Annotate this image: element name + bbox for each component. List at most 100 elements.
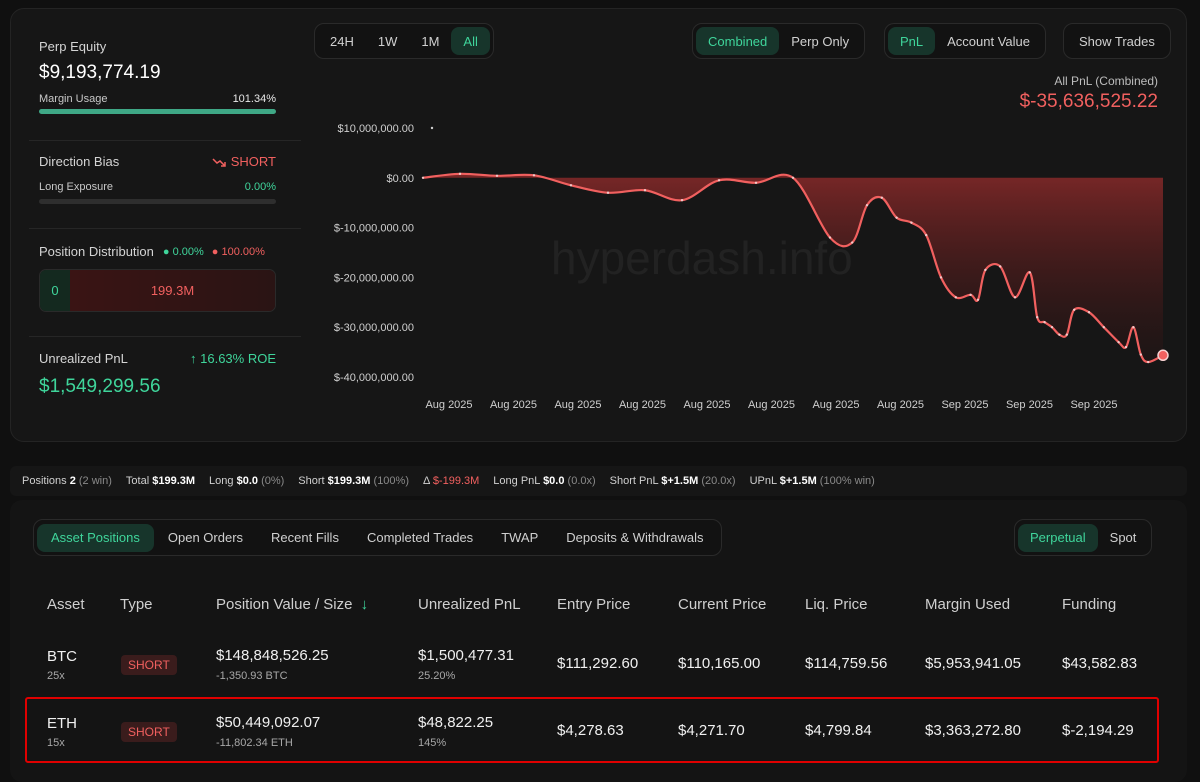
tab-twap[interactable]: TWAP — [501, 530, 539, 545]
stat-upnl: UPnL $+1.5M (100% win) — [749, 475, 875, 487]
current-price: $4,271.70 — [678, 722, 745, 739]
tab-account-value[interactable]: Account Value — [947, 33, 1031, 49]
funding: $-2,194.29 — [1062, 722, 1134, 739]
entry-price: $4,278.63 — [557, 722, 624, 739]
stat-short: Short $199.3M (100%) — [298, 475, 409, 487]
y-tick-label: $10,000,000.00 — [338, 123, 414, 135]
col-position-value[interactable]: Position Value / Size ↓ — [216, 596, 369, 613]
data-point — [880, 196, 883, 199]
chart-header-value: $-35,636,525.22 — [1019, 91, 1158, 112]
position-distribution-label: Position Distribution — [39, 244, 154, 259]
position-size: -11,802.34 ETH — [216, 737, 293, 749]
tab-asset-positions[interactable]: Asset Positions — [37, 523, 154, 552]
type-badge: SHORT — [121, 655, 177, 675]
long-exposure-value: 0.00% — [244, 181, 276, 193]
tab-combined[interactable]: Combined — [696, 27, 780, 55]
data-point — [1102, 326, 1106, 329]
x-tick-label: Aug 2025 — [425, 399, 472, 411]
data-point — [1036, 316, 1039, 319]
perp-equity-value: $9,193,774.19 — [39, 62, 161, 83]
data-point — [791, 176, 795, 179]
unrealized-pnl: $1,500,477.31 — [418, 647, 514, 664]
highlight-box — [25, 697, 1159, 763]
data-point — [680, 199, 684, 202]
tab-pnl[interactable]: PnL — [888, 27, 936, 55]
pnl-chart[interactable]: hyperdash.info $10,000,000.00 $0.00 $-10,0… — [11, 9, 1188, 443]
liq-price: $114,759.56 — [805, 655, 888, 672]
stat-total: Total $199.3M — [125, 475, 196, 487]
data-point — [1124, 345, 1128, 349]
x-tick-label: Aug 2025 — [683, 399, 730, 411]
tab-deposits-withdrawals[interactable]: Deposits & Withdrawals — [566, 530, 704, 545]
direction-bias-label: Direction Bias — [39, 154, 120, 169]
direction-bias-value: SHORT — [230, 154, 276, 169]
position-distribution-bar: 0 199.3M — [39, 269, 276, 312]
x-tick-label: Sep 2025 — [1006, 399, 1053, 411]
data-point — [1087, 311, 1091, 314]
data-point — [1147, 360, 1150, 364]
tab-24h[interactable]: 24H — [330, 33, 354, 49]
position-value: $50,449,092.07 — [216, 714, 321, 731]
tab-perpetual[interactable]: Perpetual — [1018, 523, 1098, 552]
col-asset[interactable]: Asset — [47, 596, 85, 613]
positions-tabs: Asset Positions Open Orders Recent Fills… — [33, 519, 722, 556]
data-point — [1028, 271, 1031, 274]
col-funding[interactable]: Funding — [1062, 596, 1117, 613]
data-point — [1139, 353, 1143, 356]
col-entry-price[interactable]: Entry Price — [557, 596, 631, 613]
x-tick-label: Aug 2025 — [490, 399, 537, 411]
col-unrealized-pnl[interactable]: Unrealized PnL — [418, 596, 521, 613]
arrow-down-icon: ↓ — [360, 596, 369, 613]
market-tabs: Perpetual Spot — [1014, 519, 1153, 556]
tab-recent-fills[interactable]: Recent Fills — [271, 530, 339, 545]
margin-used: $5,953,941.05 — [925, 655, 1021, 672]
tab-open-orders[interactable]: Open Orders — [167, 530, 244, 545]
col-type[interactable]: Type — [120, 596, 153, 613]
asset-leverage: 25x — [47, 670, 65, 682]
tab-completed-trades[interactable]: Completed Trades — [366, 530, 474, 545]
dist-short-pct: ● 100.00% — [211, 245, 265, 258]
show-trades-button[interactable]: Show Trades — [1063, 23, 1171, 59]
stat-delta: Δ $-199.3M — [423, 475, 480, 487]
current-point — [1157, 349, 1169, 362]
data-point — [1117, 340, 1120, 344]
data-point — [939, 276, 943, 279]
x-tick-label: Sep 2025 — [941, 399, 988, 411]
margin-usage-bar — [39, 109, 276, 114]
y-tick-label: $0.00 — [386, 173, 414, 185]
asset-name: BTC — [47, 648, 77, 665]
current-price: $110,165.00 — [678, 655, 761, 672]
perp-equity-card: Perp Equity $9,193,774.19 Margin Usage 1… — [39, 39, 276, 114]
unrealized-pnl-card: Unrealized PnL ↑ 16.63% ROE $1,549,299.5… — [39, 351, 276, 398]
position-value: $148,848,526.25 — [216, 647, 329, 664]
pnl-line — [422, 172, 1164, 364]
data-point — [606, 191, 610, 194]
stat-positions: Positions 2 (2 win) — [22, 475, 112, 487]
data-point — [1058, 333, 1061, 336]
unrealized-pnl: $48,822.25 — [418, 714, 494, 731]
tab-all[interactable]: All — [451, 27, 490, 55]
tab-perp-only[interactable]: Perp Only — [791, 33, 850, 49]
data-point — [1043, 321, 1046, 324]
tab-1w[interactable]: 1W — [377, 33, 398, 49]
trend-down-icon — [212, 157, 226, 167]
position-distribution-card: Position Distribution ● 0.00% ● 100.00% … — [39, 244, 276, 312]
y-tick-label: $-30,000,000.00 — [334, 322, 414, 334]
col-margin-used[interactable]: Margin Used — [925, 596, 1011, 613]
col-liq-price[interactable]: Liq. Price — [805, 596, 868, 613]
data-point — [969, 293, 972, 297]
unrealized-pnl-label: Unrealized PnL — [39, 351, 128, 366]
tab-1m[interactable]: 1M — [421, 33, 440, 49]
unrealized-pnl-value: $1,549,299.56 — [39, 376, 161, 397]
col-current-price[interactable]: Current Price — [678, 596, 767, 613]
watermark: hyperdash.info — [551, 232, 853, 284]
data-point — [954, 296, 957, 299]
data-point — [1013, 296, 1017, 299]
tab-spot[interactable]: Spot — [1109, 530, 1137, 545]
data-point — [421, 176, 425, 179]
data-point — [1065, 333, 1069, 336]
stat-short-pnl: Short PnL $+1.5M (20.0x) — [609, 475, 736, 487]
data-point — [754, 181, 758, 184]
x-tick-label: Sep 2025 — [1070, 399, 1117, 411]
stat-long: Long $0.0 (0%) — [209, 475, 285, 487]
